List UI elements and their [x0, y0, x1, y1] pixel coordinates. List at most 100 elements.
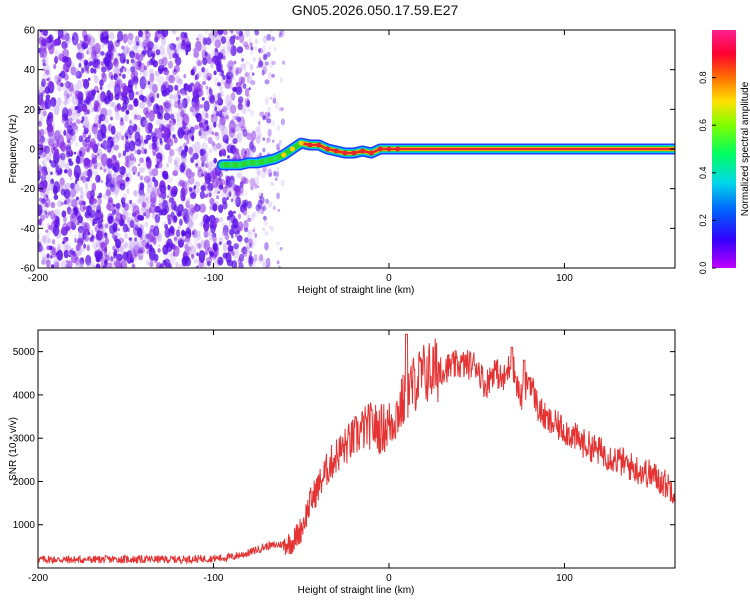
track-point: [228, 162, 234, 168]
noise-point: [190, 157, 195, 164]
noise-point: [207, 76, 211, 81]
noise-point: [255, 168, 262, 175]
noise-point: [38, 204, 43, 217]
noise-point: [243, 219, 249, 230]
noise-point: [193, 236, 199, 246]
noise-point: [100, 124, 107, 137]
noise-point: [238, 30, 243, 37]
noise-point: [155, 35, 159, 40]
noise-point: [126, 189, 130, 194]
noise-point: [265, 137, 269, 145]
noise-point: [133, 80, 138, 87]
noise-point: [199, 190, 205, 200]
noise-point: [75, 155, 81, 165]
noise-point: [167, 155, 173, 164]
noise-point: [259, 111, 265, 117]
noise-point: [207, 136, 213, 145]
noise-point: [236, 230, 240, 235]
noise-point: [83, 127, 89, 135]
frequency-track: [216, 137, 675, 171]
noise-point: [38, 84, 46, 98]
noise-point: [222, 252, 229, 259]
noise-point: [262, 215, 267, 221]
noise-point: [64, 162, 70, 172]
noise-point: [53, 257, 60, 267]
noise-point: [139, 175, 144, 181]
x-tick-label: -200: [28, 573, 48, 584]
noise-point: [249, 251, 253, 255]
noise-point: [192, 105, 198, 116]
noise-point: [95, 103, 99, 108]
noise-point: [185, 168, 193, 179]
noise-point: [128, 129, 133, 135]
noise-point: [133, 240, 139, 247]
noise-point: [129, 219, 135, 228]
snr-frame: [37, 329, 676, 569]
noise-point: [209, 94, 216, 104]
noise-point: [86, 47, 92, 56]
noise-point: [118, 176, 122, 182]
noise-point: [54, 38, 60, 46]
noise-point: [214, 106, 218, 112]
noise-point: [106, 39, 109, 44]
noise-point: [217, 30, 224, 36]
noise-point: [277, 208, 281, 212]
noise-point: [116, 75, 121, 81]
noise-point: [258, 48, 261, 53]
noise-point: [111, 233, 116, 239]
noise-point: [137, 171, 141, 177]
noise-point: [217, 191, 220, 194]
noise-point: [265, 96, 270, 106]
noise-point: [156, 160, 163, 169]
noise-point: [130, 46, 138, 54]
noise-point: [148, 110, 155, 122]
noise-point: [205, 37, 212, 46]
noise-point: [127, 34, 134, 46]
noise-point: [90, 261, 95, 268]
noise-point: [68, 160, 74, 166]
noise-point: [42, 110, 47, 117]
noise-point: [179, 34, 183, 41]
noise-point: [172, 112, 179, 119]
noise-point: [235, 30, 240, 35]
noise-point: [133, 189, 137, 196]
noise-point: [50, 116, 54, 122]
noise-point: [236, 116, 241, 122]
noise-point: [209, 251, 214, 257]
noise-point: [200, 239, 204, 246]
noise-point: [169, 43, 177, 51]
noise-point: [82, 78, 85, 83]
noise-point: [259, 254, 264, 262]
noise-point: [240, 176, 247, 184]
noise-point: [82, 170, 89, 178]
noise-point: [151, 145, 157, 155]
noise-point: [203, 171, 208, 179]
noise-point: [75, 70, 83, 79]
noise-point: [42, 204, 49, 215]
noise-point: [235, 30, 240, 35]
noise-point: [40, 174, 47, 181]
noise-point: [102, 31, 109, 43]
noise-point: [232, 218, 239, 229]
noise-point: [217, 93, 222, 100]
noise-point: [282, 60, 286, 65]
noise-point: [235, 198, 239, 205]
noise-point: [201, 110, 208, 120]
noise-point: [243, 227, 249, 233]
noise-point: [133, 75, 139, 85]
noise-point: [50, 210, 55, 220]
noise-point: [42, 174, 47, 182]
noise-point: [226, 139, 229, 145]
noise-point: [76, 94, 83, 100]
noise-point: [133, 149, 137, 155]
noise-point: [169, 120, 172, 124]
noise-point: [137, 227, 143, 238]
noise-point: [242, 123, 247, 129]
noise-point: [178, 180, 185, 187]
noise-point: [151, 189, 156, 198]
noise-point: [254, 46, 258, 51]
y-tick-label: 1000: [13, 520, 36, 531]
noise-point: [95, 219, 99, 225]
noise-point: [126, 59, 130, 65]
noise-point: [244, 74, 247, 79]
